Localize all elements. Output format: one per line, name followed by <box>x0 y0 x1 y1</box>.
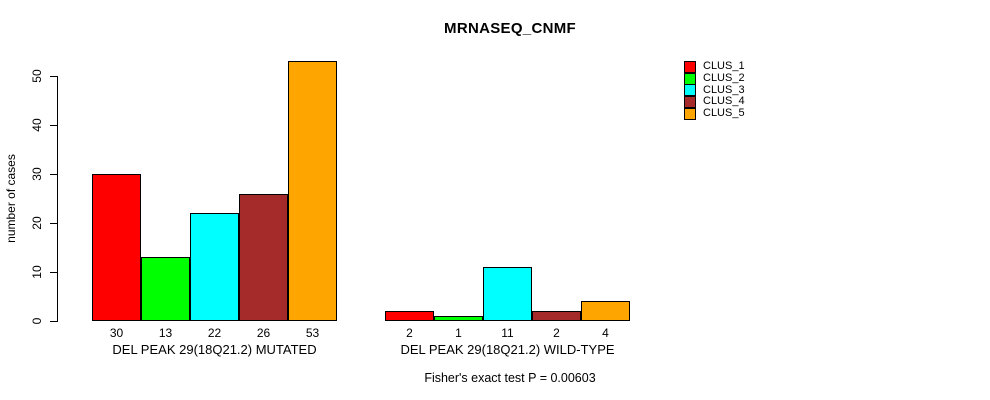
bar-clus_5-wild-type <box>581 301 630 321</box>
legend-label: CLUS_2 <box>703 72 745 85</box>
x-axis-label-mutated: DEL PEAK 29(18Q21.2) MUTATED <box>112 342 317 357</box>
bar-value-label: 4 <box>602 326 609 340</box>
bar-clus_3-wild-type <box>483 267 532 321</box>
legend-swatch-icon <box>684 60 696 73</box>
bar-clus_4-wild-type <box>532 311 581 321</box>
x-axis-label-wild-type: DEL PEAK 29(18Q21.2) WILD-TYPE <box>400 342 615 357</box>
legend-label: CLUS_1 <box>703 60 745 73</box>
y-axis-line <box>57 76 58 322</box>
legend-item-clus_5: CLUS_5 <box>684 107 745 120</box>
bar-value-label: 13 <box>158 326 173 340</box>
y-axis-tick-label: 50 <box>30 69 44 83</box>
bar-value-label: 53 <box>305 326 320 340</box>
bar-clus_5-mutated <box>288 61 337 321</box>
bar-value-label: 22 <box>207 326 222 340</box>
y-axis-tick <box>50 174 57 175</box>
bar-clus_1-wild-type <box>385 311 434 321</box>
legend-swatch-icon <box>684 84 696 97</box>
bar-clus_4-mutated <box>239 194 288 321</box>
bar-value-label: 2 <box>553 326 560 340</box>
bar-clus_2-wild-type <box>434 316 483 321</box>
legend-swatch-icon <box>684 107 696 120</box>
bar-value-label: 1 <box>455 326 462 340</box>
legend-swatch-icon <box>684 95 696 108</box>
legend-item-clus_4: CLUS_4 <box>684 95 745 108</box>
y-axis-tick-label: 10 <box>30 265 44 279</box>
y-axis-label: number of cases <box>4 154 18 243</box>
bar-group-mutated <box>92 61 337 321</box>
bar-value-label: 30 <box>109 326 124 340</box>
bar-clus_3-mutated <box>190 213 239 321</box>
bar-value-label: 26 <box>256 326 271 340</box>
y-axis-tick <box>50 272 57 273</box>
y-axis-tick <box>50 76 57 77</box>
y-axis-tick-label: 20 <box>30 216 44 230</box>
bar-group-wild-type <box>385 76 630 321</box>
legend: CLUS_1 CLUS_2 CLUS_3 CLUS_4 CLUS_5 <box>684 60 745 120</box>
legend-swatch-icon <box>684 72 696 85</box>
bar-clus_2-mutated <box>141 257 190 321</box>
bar-clus_1-mutated <box>92 174 141 321</box>
y-axis-tick <box>50 125 57 126</box>
legend-item-clus_3: CLUS_3 <box>684 83 745 97</box>
chart-title: MRNASEQ_CNMF <box>444 20 576 37</box>
legend-item-clus_2: CLUS_2 <box>684 72 745 85</box>
legend-label: CLUS_5 <box>703 107 745 120</box>
y-axis-tick-label: 40 <box>30 118 44 132</box>
y-axis-tick <box>50 321 57 322</box>
y-axis-tick-label: 0 <box>30 317 44 325</box>
bar-value-label: 2 <box>406 326 413 340</box>
bar-value-label: 11 <box>501 326 514 340</box>
y-axis-tick-label: 30 <box>30 167 44 181</box>
legend-label: CLUS_3 <box>703 83 745 96</box>
legend-label: CLUS_4 <box>703 95 745 108</box>
y-axis-tick <box>50 223 57 224</box>
legend-item-clus_1: CLUS_1 <box>684 60 745 73</box>
fisher-test-annotation: Fisher's exact test P = 0.00603 <box>424 371 596 385</box>
